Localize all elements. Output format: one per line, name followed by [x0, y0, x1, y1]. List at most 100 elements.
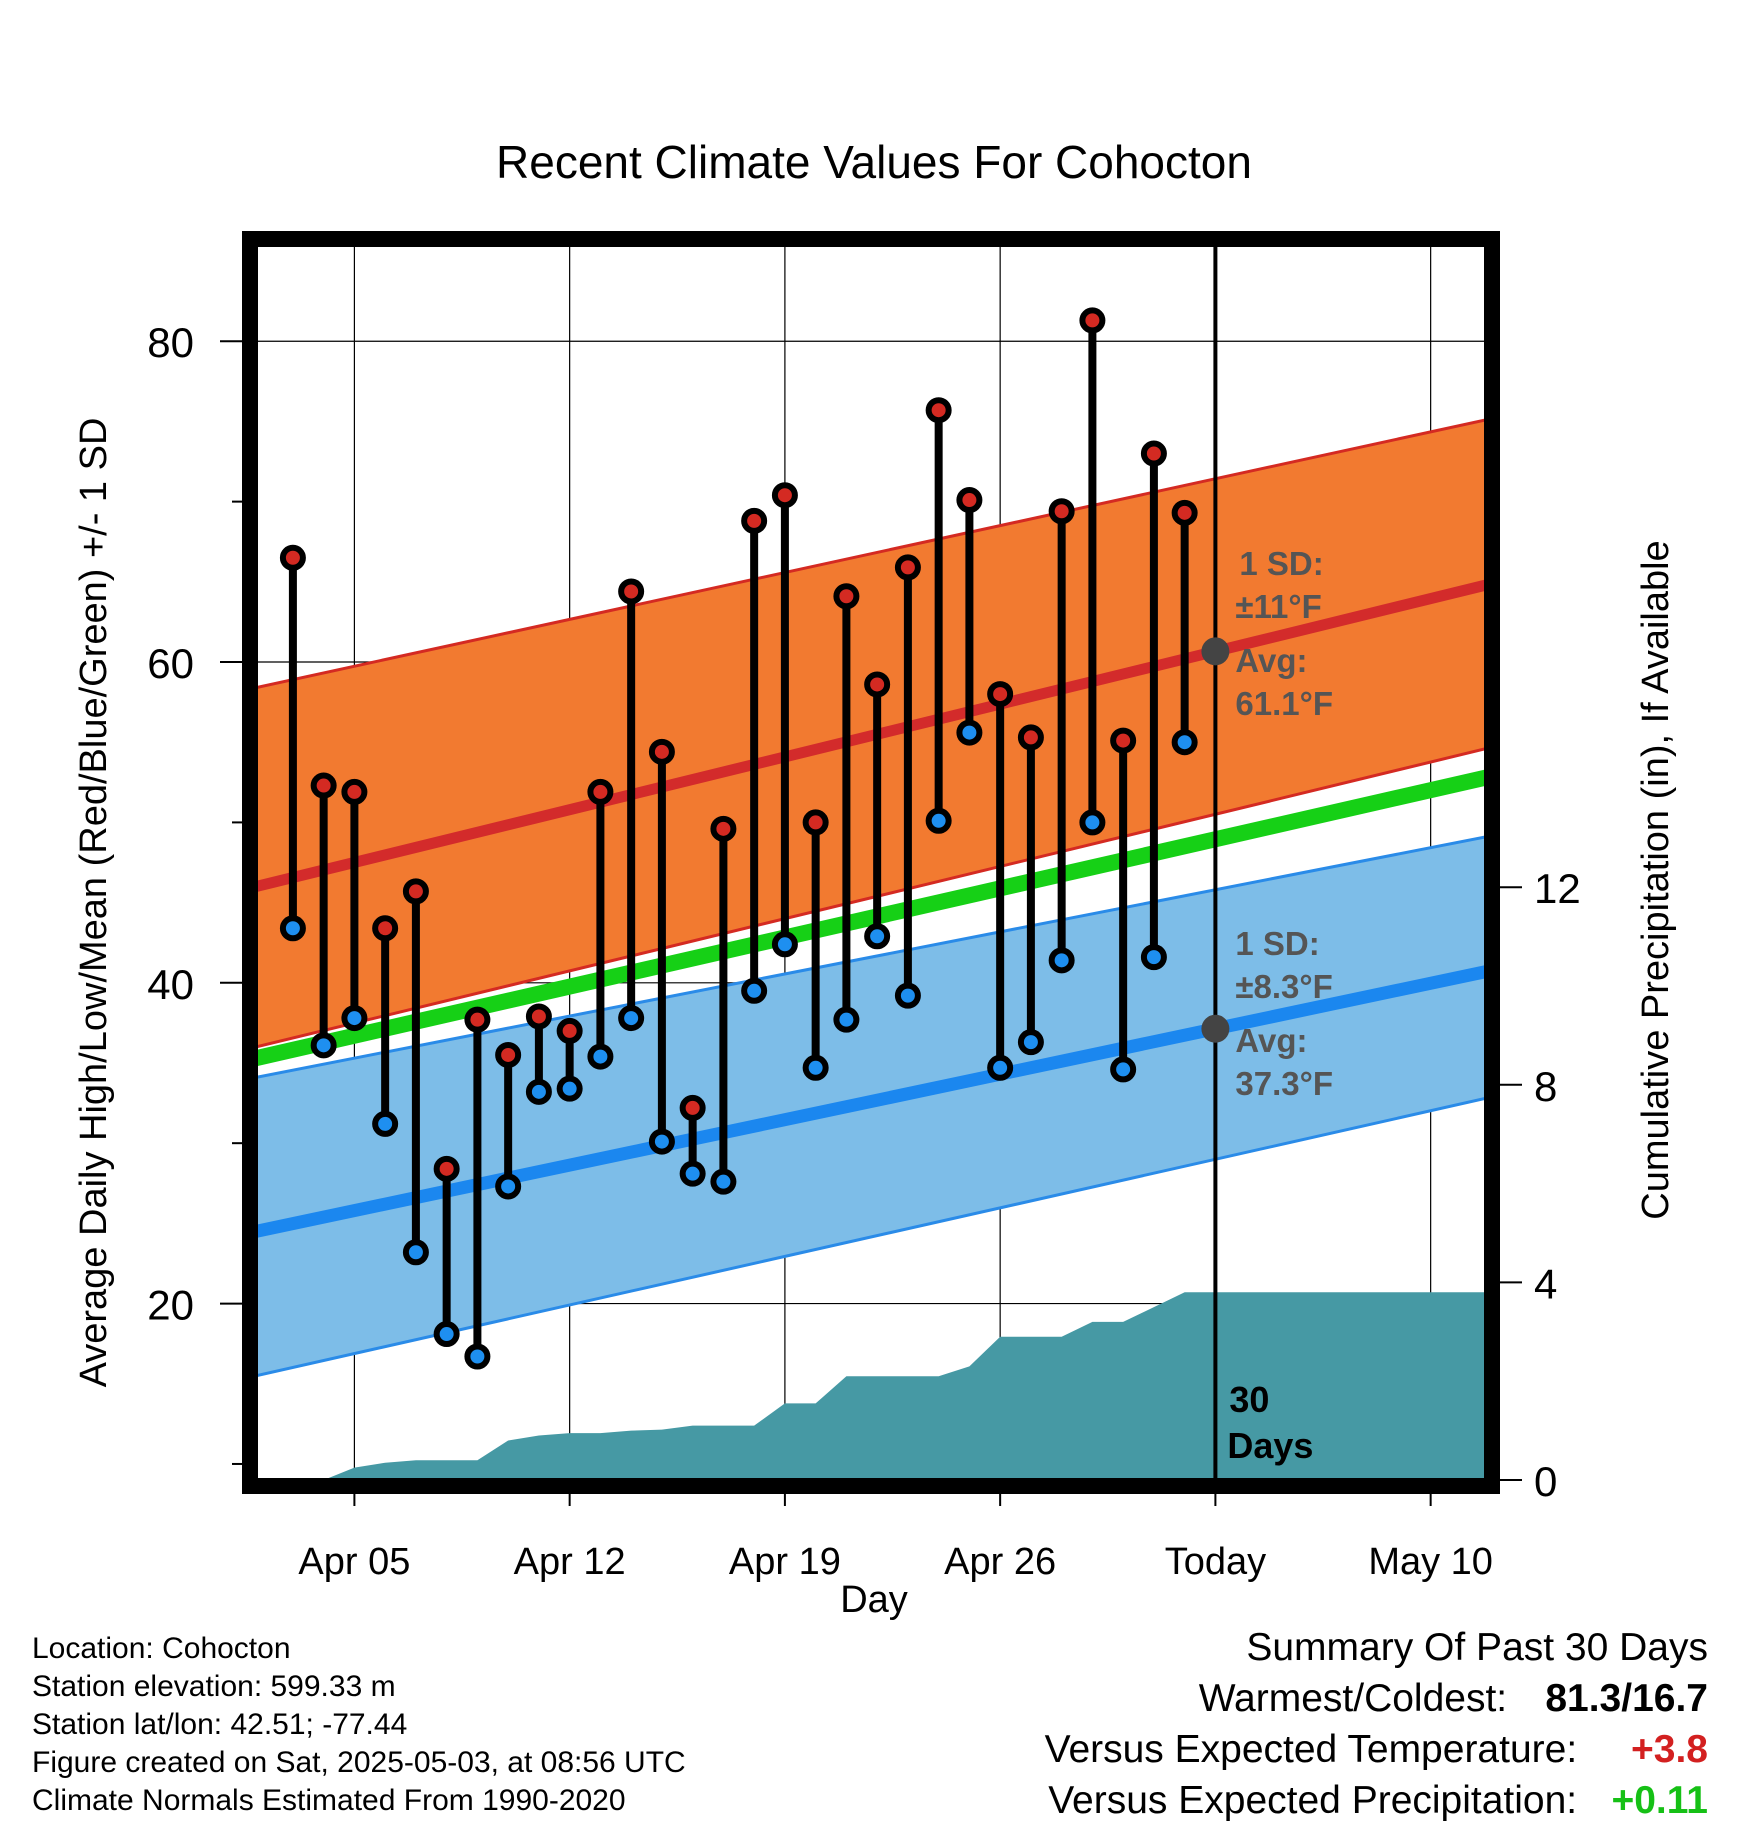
low-band-lower-edge [256, 1096, 1486, 1378]
x-tick-label: Apr 05 [298, 1541, 410, 1583]
x-tick-label: Today [1165, 1541, 1266, 1583]
daily-high-point [495, 1041, 522, 1068]
warm-cold-value: 81.3/16.7 [1545, 1677, 1708, 1720]
daily-high-point [648, 738, 675, 765]
high-avg-value: 61.1°F [1235, 685, 1333, 722]
daily-high-point [372, 915, 399, 942]
daily-high-point [402, 878, 429, 905]
daily-high-point [802, 809, 829, 836]
daily-low-point [1171, 729, 1198, 756]
daily-low-point [894, 982, 921, 1009]
daily-low-point [372, 1110, 399, 1137]
y-right-tick-label: 4 [1534, 1260, 1557, 1307]
daily-high-point [587, 778, 614, 805]
daily-low-point [587, 1043, 614, 1070]
days-word-label: Days [1227, 1425, 1313, 1466]
daily-low-point [741, 977, 768, 1004]
daily-low-point [279, 915, 306, 942]
daily-low-point [956, 719, 983, 746]
plot-frame [242, 231, 1500, 1494]
daily-low-point [1140, 944, 1167, 971]
precip-departure-value: +0.11 [1611, 1779, 1708, 1822]
daily-low-point [495, 1173, 522, 1200]
precip-departure-label: Versus Expected Precipitation: [1048, 1779, 1578, 1822]
temp-departure-value: +3.8 [1631, 1728, 1708, 1771]
precip-departure-row: Versus Expected Precipitation: +0.11 [1045, 1775, 1708, 1826]
daily-high-point [464, 1006, 491, 1033]
location-text: Location: Cohocton [32, 1632, 291, 1665]
summary-heading: Summary Of Past 30 Days [1246, 1626, 1708, 1669]
daily-high-point [310, 772, 337, 799]
axes: Apr 05 Apr 12 Apr 19 Apr 26 Today May 1020406… [147, 231, 1581, 1583]
daily-high-point [279, 544, 306, 571]
high-band-upper-edge [256, 418, 1486, 690]
daily-high-point [1079, 307, 1106, 334]
high-sd-label: 1 SD: [1239, 545, 1323, 582]
low-sd-value: ±8.3°F [1235, 968, 1332, 1005]
normal-low-mean-line [256, 965, 1486, 1238]
latlon-text: Station lat/lon: 42.51; -77.44 [32, 1708, 408, 1741]
daily-low-point [987, 1054, 1014, 1081]
x-tick-label: Apr 19 [729, 1541, 841, 1583]
daily-low-point [310, 1032, 337, 1059]
daily-high-point [987, 681, 1014, 708]
daily-low-point [648, 1128, 675, 1155]
daily-low-point [771, 931, 798, 958]
x-tick-label: Apr 12 [514, 1541, 626, 1583]
low-avg-marker [1201, 1014, 1230, 1043]
cumulative-precip-area [292, 1292, 1486, 1480]
y-right-tick-label: 8 [1534, 1063, 1557, 1110]
high-avg-label: Avg: [1235, 642, 1307, 679]
low-sd-label: 1 SD: [1235, 925, 1319, 962]
y-right-tick-label: 0 [1534, 1458, 1557, 1505]
daily-high-point [710, 815, 737, 842]
daily-low-point [833, 1006, 860, 1033]
daily-low-point [710, 1168, 737, 1195]
daily-high-point [864, 671, 891, 698]
daily-high-point [925, 397, 952, 424]
daily-low-point [1110, 1056, 1137, 1083]
y-left-tick-label: 40 [147, 961, 194, 1008]
y-axis-left-label: Average Daily High/Low/Mean (Red/Blue/Gr… [73, 418, 115, 1388]
plot-content [256, 245, 1486, 1480]
daily-high-point [1140, 440, 1167, 467]
daily-high-point [679, 1094, 706, 1121]
climate-chart: Recent Climate Values For Cohocton 1 SD:… [73, 136, 1677, 1620]
x-axis-label: Day [840, 1579, 908, 1620]
daily-low-point [525, 1078, 552, 1105]
normal-high-mean-line [256, 579, 1486, 892]
x-tick-label: Apr 26 [944, 1541, 1056, 1583]
temp-departure-row: Versus Expected Temperature: +3.8 [1045, 1724, 1708, 1775]
chart-title: Recent Climate Values For Cohocton [496, 136, 1252, 188]
y-left-tick-label: 20 [147, 1282, 194, 1329]
daily-high-point [618, 578, 645, 605]
low-band-upper-edge [256, 835, 1486, 1079]
daily-high-point [956, 487, 983, 514]
daily-low-point [1017, 1029, 1044, 1056]
plot-area: 1 SD: ±11°F Avg: 61.1°F 1 SD: ±8.3°F Avg: 37.3°… [256, 245, 1486, 1480]
daily-high-point [433, 1155, 460, 1182]
daily-low-point [341, 1005, 368, 1032]
normal-mean-line [256, 769, 1486, 1066]
low-avg-label: Avg: [1235, 1022, 1307, 1059]
daily-high-point [771, 482, 798, 509]
daily-low-point [556, 1075, 583, 1102]
y-right-tick-label: 12 [1534, 865, 1581, 912]
daily-low-point [679, 1160, 706, 1187]
high-band-lower-edge [256, 747, 1486, 1049]
daily-high-point [525, 1003, 552, 1030]
x-tick-label: May 10 [1368, 1541, 1493, 1583]
daily-low-point [1079, 809, 1106, 836]
elevation-text: Station elevation: 599.33 m [32, 1670, 396, 1703]
days-count-label: 30 [1229, 1379, 1269, 1420]
normals-text: Climate Normals Estimated From 1990-2020 [32, 1784, 626, 1817]
daily-high-point [1171, 499, 1198, 526]
warm-cold-label: Warmest/Coldest: [1198, 1677, 1508, 1720]
daily-high-point [741, 507, 768, 534]
y-left-tick-label: 80 [147, 319, 194, 366]
daily-low-point [402, 1239, 429, 1266]
daily-low-point [618, 1005, 645, 1032]
daily-low-point [464, 1343, 491, 1370]
warm-cold-row: Warmest/Coldest: 81.3/16.7 [1045, 1673, 1708, 1724]
created-text: Figure created on Sat, 2025-05-03, at 08… [32, 1746, 686, 1779]
